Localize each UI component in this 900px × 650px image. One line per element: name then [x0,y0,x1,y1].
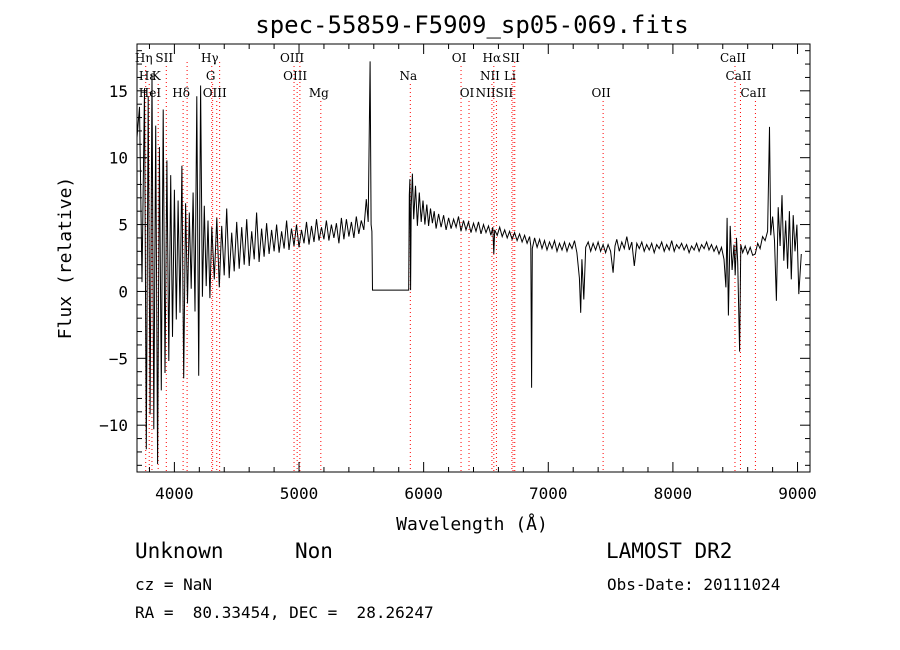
spectral-line-label: Li [504,69,516,83]
plot-area-frame [136,43,811,473]
x-axis-label: Wavelength (Å) [396,513,548,535]
y-tick-labels: −10 −5 0 5 10 15 [99,82,128,435]
spectral-line-label: Hγ [201,51,219,65]
spectral-line-label: SII [155,51,173,65]
spectral-line-label: OI [460,86,475,100]
spectral-line-label: OIII [203,86,227,100]
spectral-line-label: Na [399,69,417,83]
x-tick-label: 5000 [280,484,319,503]
spectral-line-label: Hδ [172,86,190,100]
redshift-readout: cz = NaN [135,575,213,594]
spectral-line-label: OII [591,86,611,100]
spectral-line-label: HeI [139,86,162,100]
x-tick-label: 9000 [778,484,817,503]
spectral-line-label: OI [452,51,467,65]
x-tick-label: 6000 [404,484,443,503]
spectral-line-label: NII [480,69,500,83]
x-tick-labels: 4000 5000 6000 7000 8000 9000 [155,484,817,503]
chart-title: spec-55859-F5909_sp05-069.fits [255,11,688,39]
y-tick-label: 5 [118,216,128,235]
spectral-line-label: CaII [726,69,752,83]
spectral-line-label: OIII [283,69,307,83]
spectral-line-label: CaII [740,86,766,100]
spectral-line-label: NIISII [476,86,514,100]
x-tick-label: 8000 [654,484,693,503]
y-tick-label: 15 [109,82,128,101]
spectral-line-label: G [206,69,216,83]
spectral-line-label: Mg [309,86,329,100]
coordinates-readout: RA = 80.33454, DEC = 28.26247 [135,603,434,622]
spectral-line-label: Hη [135,51,153,65]
spectral-line-label: SII [502,51,520,65]
spectral-line-label: CaII [720,51,746,65]
x-tick-label: 4000 [155,484,194,503]
spectral-line-label: OIII [280,51,304,65]
y-axis-label: Flux (relative) [55,177,76,340]
observation-date: Obs-Date: 20111024 [607,575,781,594]
object-subclass: Non [295,539,333,563]
y-tick-label: −5 [109,349,128,368]
x-tick-label: 7000 [529,484,568,503]
emission-line-labels: HηHεHeIKSIIHδHγGOIIIOIIIOIIIMgNaOIOINIIH… [135,51,767,100]
survey-name: LAMOST DR2 [606,539,733,563]
spectral-line-label: Hε [139,69,156,83]
axis-ticks [137,44,810,472]
y-tick-label: 0 [118,282,128,301]
object-class: Unknown [135,539,224,563]
y-tick-label: −10 [99,416,128,435]
spectral-line-label: K [152,69,162,83]
spectral-line-label: Hα [483,51,502,65]
emission-line-markers [145,62,756,472]
y-tick-label: 10 [109,149,128,168]
spectrum-series-line [136,61,802,465]
